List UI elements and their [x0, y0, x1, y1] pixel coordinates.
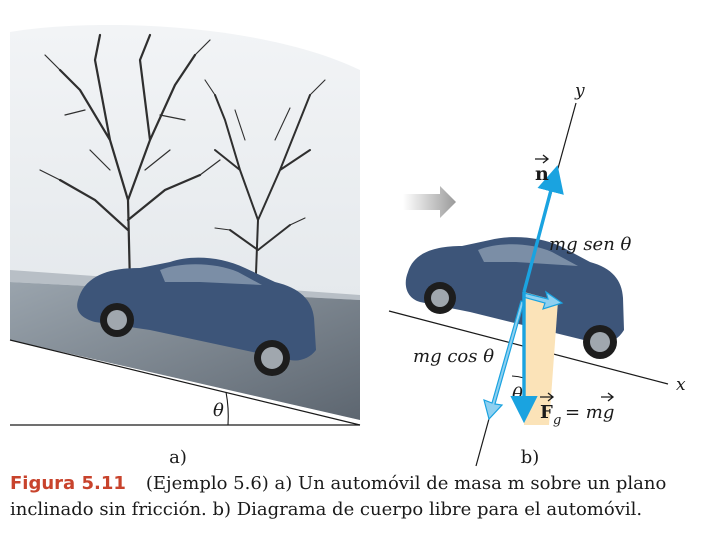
gravity-vector-arrow-icon [540, 392, 555, 402]
normal-force-label: n [535, 154, 550, 185]
perpendicular-component-label: mg cos θ [413, 346, 494, 367]
panel-b-label: b) [521, 447, 540, 468]
gravity-force-symbol: F [540, 402, 553, 423]
x-axis-label: x [676, 375, 686, 395]
gravity-subscript: g [553, 413, 561, 428]
caption-line-1: Figura 5.11 (Ejemplo 5.6) a) Un automóvil… [10, 471, 694, 497]
panel-a-photo: θ a) [9, 24, 361, 468]
perpendicular-component-arrow [483, 300, 525, 421]
caption-text-1: (Ejemplo 5.6) a) Un automóvil de masa m … [145, 473, 667, 494]
car-photo-a [77, 257, 316, 376]
panel-a-label: a) [169, 447, 187, 468]
bare-trees [39, 33, 326, 301]
caption-line-2: inclinado sin fricción. b) Diagrama de c… [10, 499, 643, 520]
figure-caption: Figura 5.11 (Ejemplo 5.6) a) Un automóvil… [10, 471, 694, 523]
transition-arrow [403, 186, 456, 218]
gravity-equation: = mg [565, 402, 614, 423]
g-vector-arrow-icon [601, 392, 615, 402]
parallel-component-arrow [522, 290, 564, 310]
angle-label-a: θ [213, 400, 224, 421]
parallel-component-label: mg sen θ [549, 234, 632, 255]
normal-force-symbol: n [535, 163, 549, 185]
incline-line [9, 339, 361, 426]
y-axis-label: y [574, 81, 585, 101]
car-photo-b [405, 237, 624, 359]
normal-force-arrow [522, 165, 564, 293]
panel-b-diagram: x y θ mg sen θ mg cos θ n F g = mg [388, 81, 686, 468]
figure-label: Figura 5.11 [10, 473, 126, 494]
angle-wedge [524, 292, 558, 425]
angle-arc-b [511, 375, 525, 379]
angle-label-b: θ [512, 384, 523, 405]
angle-arc-a [225, 391, 229, 426]
gravity-force-label: F g = mg [540, 392, 615, 428]
normal-vector-arrow-icon [535, 154, 550, 164]
